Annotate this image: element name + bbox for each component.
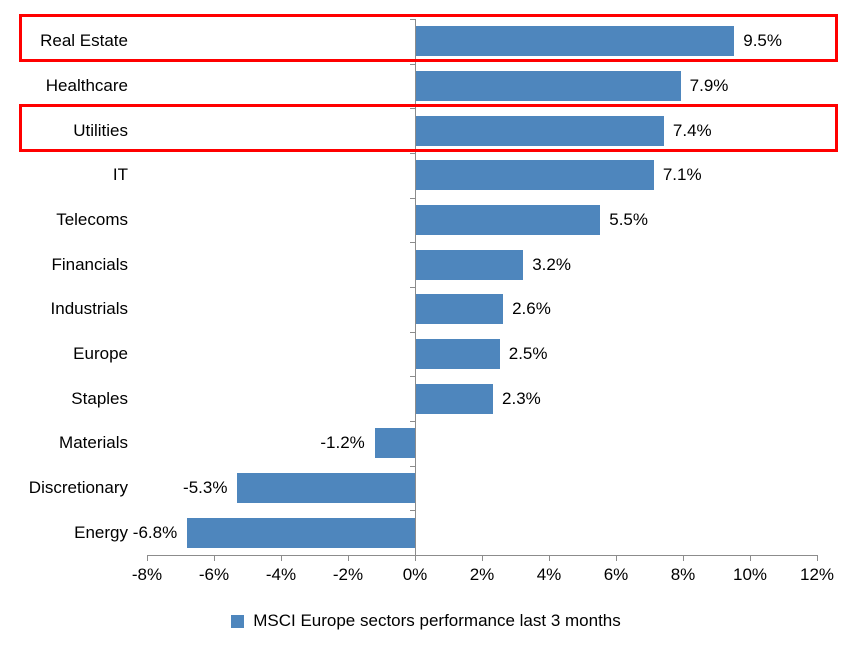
category-axis-tick [410, 421, 415, 422]
x-axis-tick [415, 555, 416, 561]
x-axis-tick [482, 555, 483, 561]
category-label-materials: Materials [59, 433, 128, 453]
category-label-discretionary: Discretionary [28, 478, 128, 497]
value-label-europe: 2.5% [508, 344, 548, 363]
bar-europe [416, 339, 500, 369]
bar-financials [416, 249, 524, 280]
bar-utilities [416, 115, 664, 146]
category-axis-tick [410, 63, 415, 65]
category-axis-tick [410, 19, 415, 20]
category-label-financials: Financials [51, 254, 128, 274]
category-label-industrials: Industrials [50, 299, 128, 319]
bar-real-estate [416, 26, 735, 57]
category-axis-tick [410, 555, 415, 556]
category-label-real-estate: Real Estate [40, 31, 128, 51]
x-axis-tick [214, 555, 215, 561]
bar-discretionary [237, 473, 415, 503]
value-label-energy: -6.8% [132, 522, 178, 542]
value-label-discretionary: -5.3% [183, 478, 228, 497]
x-axis-tick [281, 555, 282, 561]
bar-staples [416, 383, 494, 414]
legend-swatch-icon [231, 614, 245, 628]
x-axis-tick [549, 555, 550, 561]
x-tick-label: 6% [603, 565, 629, 584]
category-axis-tick [410, 287, 415, 288]
bar-it [416, 160, 654, 191]
category-axis-tick [410, 108, 415, 110]
x-tick-label: -4% [265, 565, 297, 584]
x-axis-tick [348, 555, 349, 561]
category-label-staples: Staples [71, 388, 128, 408]
legend-label: MSCI Europe sectors performance last 3 m… [253, 611, 621, 630]
x-tick-label: 4% [536, 565, 562, 584]
x-tick-label: 0% [402, 565, 428, 584]
y-axis-line [415, 19, 416, 561]
x-tick-label: 2% [469, 565, 495, 584]
value-label-industrials: 2.6% [512, 299, 551, 319]
legend: MSCI Europe sectors performance last 3 m… [0, 611, 852, 631]
value-label-healthcare: 7.9% [689, 76, 729, 95]
category-axis-tick [410, 197, 415, 199]
value-label-utilities: 7.4% [672, 120, 712, 140]
x-tick-label: 10% [732, 565, 768, 584]
category-label-telecoms: Telecoms [56, 210, 128, 229]
bar-materials [374, 428, 415, 459]
bar-industrials [416, 294, 504, 325]
value-label-telecoms: 5.5% [609, 210, 648, 229]
x-axis-tick [817, 555, 818, 561]
category-axis-tick [410, 242, 415, 244]
category-label-utilities: Utilities [73, 120, 128, 140]
x-tick-label: 8% [670, 565, 696, 584]
value-label-materials: -1.2% [320, 433, 365, 453]
category-label-energy: Energy [74, 522, 128, 542]
category-axis-tick [410, 510, 415, 512]
value-label-staples: 2.3% [502, 388, 541, 408]
bar-energy [187, 517, 415, 548]
bar-healthcare [416, 71, 681, 101]
category-label-healthcare: Healthcare [45, 76, 128, 95]
x-axis-tick [616, 555, 617, 561]
category-label-europe: Europe [73, 344, 128, 363]
x-axis-tick [147, 555, 148, 561]
x-tick-label: -6% [198, 565, 230, 584]
value-label-financials: 3.2% [532, 254, 571, 274]
value-label-real-estate: 9.5% [743, 31, 782, 51]
x-axis-tick [750, 555, 751, 561]
category-label-it: IT [112, 165, 128, 185]
x-tick-label: 12% [799, 565, 835, 584]
x-tick-label: -2% [332, 565, 364, 584]
x-axis-tick [683, 555, 684, 561]
bar-telecoms [416, 205, 601, 235]
x-tick-label: -8% [131, 565, 163, 584]
category-axis-tick [410, 376, 415, 378]
category-axis-tick [410, 331, 415, 333]
category-axis-tick [410, 465, 415, 467]
value-label-it: 7.1% [662, 165, 702, 185]
category-axis-tick [410, 153, 415, 154]
